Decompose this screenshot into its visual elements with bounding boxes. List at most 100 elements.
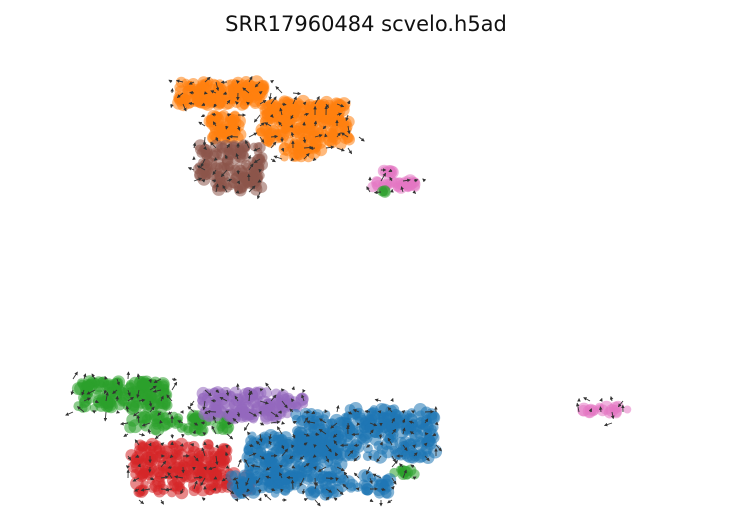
velocity-arrow bbox=[340, 443, 349, 448]
velocity-arrow bbox=[212, 169, 217, 176]
velocity-arrow bbox=[424, 418, 429, 424]
velocity-arrow bbox=[168, 79, 173, 84]
velocity-arrow bbox=[617, 400, 624, 408]
velocity-arrow bbox=[214, 136, 219, 142]
cell-point bbox=[312, 443, 321, 452]
velocity-arrow bbox=[193, 422, 199, 426]
velocity-arrow bbox=[388, 168, 393, 173]
velocity-arrow bbox=[366, 186, 371, 193]
velocity-arrow bbox=[226, 113, 232, 117]
velocity-arrow bbox=[253, 147, 261, 152]
velocity-arrow bbox=[210, 141, 217, 149]
velocity-arrow bbox=[248, 452, 257, 457]
velocity-arrow bbox=[333, 497, 338, 501]
velocity-arrow bbox=[353, 443, 360, 448]
cell-point bbox=[313, 105, 323, 115]
velocity-arrow bbox=[422, 178, 427, 183]
velocity-arrow bbox=[280, 444, 285, 450]
velocity-arrow bbox=[213, 476, 218, 480]
velocity-arrow bbox=[171, 377, 178, 382]
velocity-arrow bbox=[138, 432, 146, 437]
velocity-arrow bbox=[402, 444, 408, 452]
velocity-arrow bbox=[202, 400, 206, 411]
velocity-arrow bbox=[325, 145, 335, 150]
cell-point bbox=[154, 471, 166, 483]
velocity-arrow bbox=[303, 463, 310, 468]
velocity-arrow bbox=[270, 411, 279, 418]
velocity-arrow bbox=[215, 81, 220, 92]
velocity-arrow bbox=[279, 472, 283, 479]
velocity-arrow bbox=[70, 389, 75, 396]
velocity-arrow bbox=[259, 421, 265, 426]
cell-point bbox=[327, 418, 336, 427]
velocity-arrow bbox=[127, 455, 132, 461]
cell-point bbox=[223, 147, 237, 161]
velocity-arrow bbox=[126, 371, 131, 380]
velocity-arrow bbox=[187, 406, 195, 413]
velocity-arrow bbox=[318, 418, 327, 424]
velocity-arrow bbox=[290, 114, 294, 120]
cell-point bbox=[217, 442, 232, 457]
velocity-arrow bbox=[225, 451, 229, 457]
velocity-arrow bbox=[345, 114, 349, 122]
velocity-arrow bbox=[258, 91, 263, 95]
velocity-arrow bbox=[248, 185, 256, 193]
velocity-arrow bbox=[72, 371, 78, 380]
velocity-arrow bbox=[215, 183, 219, 193]
velocity-arrow bbox=[290, 398, 295, 403]
velocity-arrow bbox=[167, 472, 173, 479]
cell-point bbox=[176, 471, 188, 483]
velocity-arrow bbox=[336, 147, 345, 152]
velocity-arrow bbox=[299, 455, 305, 460]
velocity-arrow bbox=[190, 443, 195, 447]
velocity-arrow bbox=[179, 443, 184, 447]
velocity-arrow bbox=[290, 131, 295, 138]
velocity-arrow bbox=[201, 102, 206, 106]
velocity-arrow bbox=[187, 167, 195, 171]
velocity-arrow bbox=[246, 101, 250, 106]
velocity-arrow bbox=[412, 190, 417, 194]
velocity-arrow bbox=[201, 179, 206, 183]
velocity-arrow bbox=[188, 81, 195, 85]
velocity-arrow bbox=[148, 442, 152, 447]
velocity-arrow bbox=[259, 388, 264, 392]
velocity-arrow bbox=[222, 91, 228, 95]
velocity-arrow bbox=[432, 432, 437, 437]
velocity-arrow bbox=[347, 450, 354, 457]
cell-point bbox=[249, 75, 264, 90]
velocity-arrow bbox=[279, 464, 283, 469]
velocity-arrow bbox=[153, 378, 162, 383]
cell-point bbox=[297, 443, 309, 456]
velocity-arrow bbox=[380, 487, 386, 492]
velocity-arrow bbox=[135, 454, 140, 458]
velocity-arrow bbox=[225, 465, 230, 469]
cell-point bbox=[241, 175, 253, 187]
velocity-arrow bbox=[347, 147, 352, 155]
velocity-arrow bbox=[200, 477, 206, 487]
velocity-arrow bbox=[242, 87, 250, 94]
velocity-arrow bbox=[401, 410, 406, 414]
velocity-arrow bbox=[391, 428, 397, 435]
velocity-arrow bbox=[244, 458, 250, 468]
velocity-arrow bbox=[259, 433, 263, 443]
velocity-arrow bbox=[263, 493, 272, 501]
velocity-arrow bbox=[198, 121, 206, 127]
cell-point bbox=[331, 135, 341, 145]
velocity-arrow bbox=[256, 191, 261, 200]
cell-point bbox=[282, 120, 295, 132]
velocity-arrow bbox=[226, 421, 232, 425]
velocity-arrow bbox=[208, 466, 217, 471]
velocity-arrow bbox=[270, 141, 277, 149]
cell-point bbox=[109, 387, 123, 400]
velocity-arrow bbox=[193, 480, 198, 490]
velocity-arrow bbox=[160, 442, 165, 446]
cell-point bbox=[186, 468, 200, 482]
velocity-arrow bbox=[127, 389, 131, 397]
cell-point bbox=[136, 375, 151, 390]
velocity-arrow bbox=[292, 91, 302, 96]
cell-points bbox=[71, 75, 632, 501]
velocity-arrow bbox=[248, 411, 258, 417]
velocity-arrow bbox=[255, 477, 261, 484]
velocity-arrow bbox=[219, 396, 228, 402]
velocity-arrow bbox=[372, 473, 382, 479]
